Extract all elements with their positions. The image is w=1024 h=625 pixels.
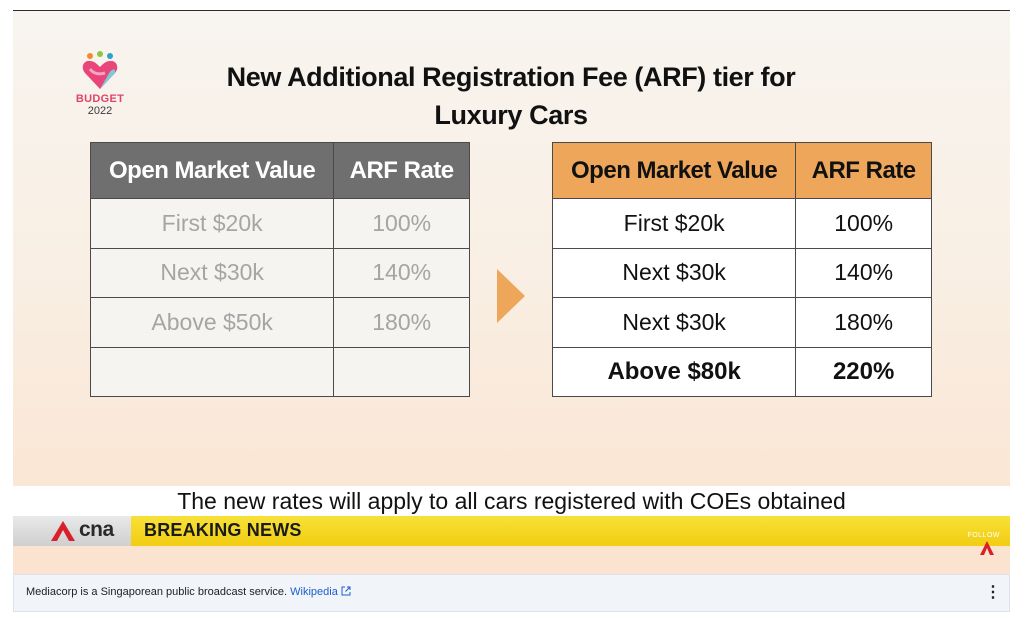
cell-rate: 220%: [795, 346, 932, 397]
table-row: Next $30k 140%: [551, 247, 932, 298]
new-arf-table: Open Market Value ARF Rate First $20k 10…: [551, 142, 932, 397]
table-row: First $20k 100%: [89, 198, 470, 249]
external-link-icon: [341, 586, 351, 596]
cell-omv: Next $30k: [551, 247, 797, 298]
follow-label: FOLLOW: [967, 532, 1000, 539]
cell-rate: 140%: [795, 247, 932, 298]
play-arrow-icon: [497, 269, 525, 323]
slide-title-line2: Luxury Cars: [434, 100, 588, 130]
cell-rate: 140%: [333, 247, 470, 298]
table-row: Next $30k 140%: [89, 247, 470, 298]
video-caption: The new rates will apply to all cars reg…: [13, 486, 1010, 516]
cna-logo: cna: [13, 516, 131, 546]
more-vert-icon[interactable]: ⋮: [985, 584, 1001, 601]
slide-title: New Additional Registration Fee (ARF) ti…: [173, 58, 849, 134]
table-row-new-tier: Above $80k 220%: [551, 346, 932, 397]
table-row: First $20k 100%: [551, 198, 932, 249]
wikipedia-link[interactable]: Wikipedia: [290, 586, 351, 598]
cell-omv: Above $50k: [89, 297, 335, 348]
table-row-empty: [89, 346, 470, 397]
info-description: Mediacorp is a Singaporean public broadc…: [26, 586, 288, 598]
news-ticker: cna BREAKING NEWS FOLLOW: [13, 516, 1010, 546]
cell-omv: Next $30k: [551, 297, 797, 348]
breaking-news-label: BREAKING NEWS: [144, 520, 302, 540]
table-header-row: Open Market Value ARF Rate: [89, 142, 470, 199]
old-arf-table: Open Market Value ARF Rate First $20k 10…: [89, 142, 470, 397]
cell-rate: [333, 346, 470, 397]
cell-omv: First $20k: [89, 198, 335, 249]
logo-year: 2022: [87, 105, 113, 117]
follow-cna-icon[interactable]: [980, 541, 994, 555]
budget-logo: BUDGET 2022: [70, 51, 130, 117]
cell-omv: Above $80k: [551, 346, 797, 397]
table-row: Above $50k 180%: [89, 297, 470, 348]
header-arf-rate: ARF Rate: [333, 142, 470, 199]
header-open-market-value: Open Market Value: [89, 142, 335, 199]
budget-heart-icon: [82, 51, 118, 89]
slide-title-line1: New Additional Registration Fee (ARF) ti…: [226, 62, 796, 92]
wikipedia-link-text: Wikipedia: [290, 586, 338, 598]
logo-word: BUDGET: [75, 93, 125, 105]
table-row: Next $30k 180%: [551, 297, 932, 348]
cell-rate: 180%: [333, 297, 470, 348]
cell-rate: 100%: [333, 198, 470, 249]
cell-omv: First $20k: [551, 198, 797, 249]
info-text: Mediacorp is a Singaporean public broadc…: [26, 586, 351, 598]
cell-rate: 180%: [795, 297, 932, 348]
cna-a-icon: [51, 521, 75, 541]
header-open-market-value: Open Market Value: [551, 142, 797, 199]
cna-wordmark: cna: [79, 518, 114, 541]
cell-rate: 100%: [795, 198, 932, 249]
top-divider: [13, 10, 1010, 11]
info-panel: Mediacorp is a Singaporean public broadc…: [13, 574, 1010, 612]
cell-omv: [89, 346, 335, 397]
video-player[interactable]: BUDGET 2022 New Additional Registration …: [13, 11, 1010, 574]
header-arf-rate: ARF Rate: [795, 142, 932, 199]
cell-omv: Next $30k: [89, 247, 335, 298]
table-header-row: Open Market Value ARF Rate: [551, 142, 932, 199]
